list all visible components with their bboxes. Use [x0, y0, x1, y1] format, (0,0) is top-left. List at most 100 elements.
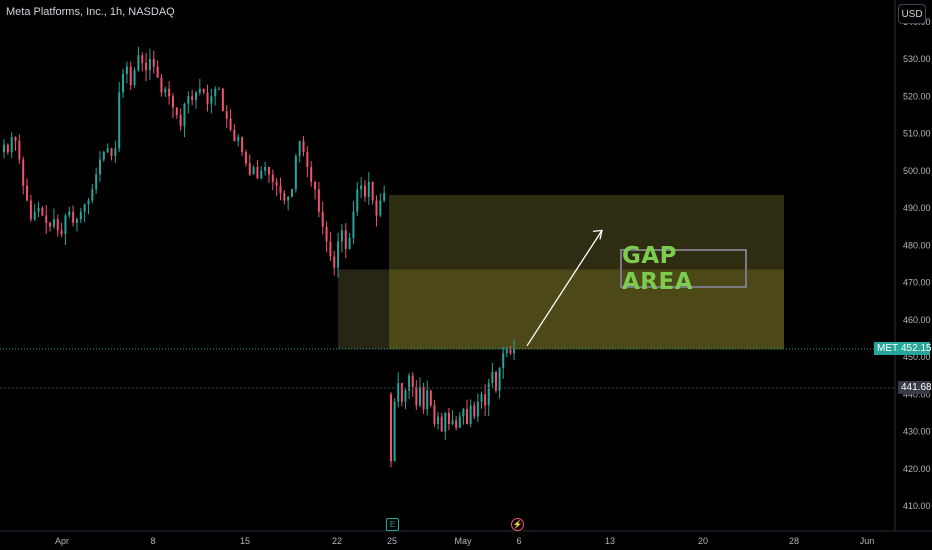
currency-button[interactable]: USD — [898, 4, 926, 24]
candle-body — [72, 211, 75, 223]
candle-body — [363, 185, 366, 197]
candle-body — [422, 386, 425, 410]
candle-body — [221, 88, 224, 112]
candle-body — [233, 129, 236, 141]
candle-body — [171, 96, 174, 108]
candle-body — [68, 211, 71, 216]
candle-body — [141, 55, 144, 63]
gap-zone-lower — [389, 269, 784, 350]
candle-body — [505, 349, 508, 354]
candle-body — [102, 152, 105, 160]
candle-body — [52, 219, 55, 227]
candle-body — [283, 193, 286, 201]
candle-body — [198, 88, 201, 93]
candle-body — [415, 386, 418, 406]
price-tick-label: 510.00 — [903, 129, 931, 139]
candle-body — [440, 416, 443, 432]
earnings-icon[interactable]: E — [386, 518, 399, 531]
candle-body — [340, 230, 343, 242]
price-axis: 410.00 420.00 430.00 440.00 450.00 460.00 470.… — [894, 0, 931, 531]
candle-body — [202, 88, 205, 93]
candle-body — [294, 155, 297, 190]
price-tick-label: 490.00 — [903, 203, 931, 213]
candle-body — [214, 88, 217, 97]
candle-body — [513, 349, 516, 354]
candle-body — [133, 70, 136, 86]
time-tick-label: Apr — [55, 536, 69, 546]
candle-body — [404, 390, 407, 402]
candle-body — [451, 420, 454, 425]
candle-body — [418, 386, 421, 406]
price-tick-label: 470.00 — [903, 278, 931, 288]
candle-body — [433, 405, 436, 425]
candle-body — [317, 189, 320, 212]
candle-body — [125, 66, 128, 74]
candle-body — [26, 185, 29, 201]
candle-body — [306, 152, 309, 168]
candle-body — [114, 148, 117, 156]
price-tick-label: 530.00 — [903, 54, 931, 64]
candle-body — [509, 349, 512, 354]
candle-body — [60, 230, 63, 235]
candle-body — [75, 219, 78, 223]
chart-title: Meta Platforms, Inc., 1h, NASDAQ — [6, 6, 175, 18]
time-axis: Apr 8 15 22 25 May 6 13 20 28 Jun — [0, 530, 932, 546]
time-tick-label: 22 — [332, 536, 342, 546]
candle-body — [49, 222, 52, 227]
candle-body — [145, 62, 148, 71]
time-tick-label: 13 — [605, 536, 615, 546]
candle-body — [122, 73, 125, 93]
gap-zone-upper — [389, 194, 784, 270]
candle-body — [64, 215, 67, 235]
time-tick-label: 20 — [698, 536, 708, 546]
candle-body — [371, 181, 374, 201]
candle-body — [160, 77, 163, 93]
candle-body — [179, 114, 182, 127]
candle-body — [302, 140, 305, 153]
candle-body — [237, 137, 240, 141]
candle-body — [390, 394, 392, 462]
time-tick-label: 8 — [150, 536, 155, 546]
candle-body — [210, 96, 213, 104]
candle-body — [95, 174, 98, 190]
candle-body — [352, 211, 355, 238]
candle-body — [494, 371, 497, 391]
candle-body — [466, 409, 469, 425]
candle-body — [256, 167, 259, 179]
candle-body — [298, 140, 301, 156]
candle-body — [314, 181, 317, 190]
candle-body — [29, 200, 32, 220]
candle-body — [118, 92, 121, 149]
candle-body — [462, 409, 465, 417]
candle-body — [447, 412, 450, 425]
candle-body — [106, 148, 109, 153]
candle-body — [397, 383, 400, 402]
price-tick-label: 450.00 — [903, 352, 931, 362]
candle-body — [195, 92, 197, 100]
candle-body — [225, 111, 228, 119]
gap-area-label[interactable]: GAP AREA — [620, 243, 747, 295]
candle-body — [264, 167, 267, 171]
candle-body — [498, 368, 501, 391]
candle-body — [480, 394, 483, 402]
candle-body — [360, 185, 363, 190]
dividend-icon[interactable]: ⚡ — [511, 518, 524, 531]
candle-body — [484, 394, 487, 406]
candle-body — [244, 152, 247, 164]
candle-body — [137, 55, 140, 71]
candle-body — [191, 96, 194, 100]
candle-body — [91, 189, 94, 201]
candle-body — [37, 208, 40, 212]
candle-body — [18, 140, 21, 160]
price-tick-label: 500.00 — [903, 166, 931, 176]
candle-body — [321, 211, 324, 227]
candlestick-series — [3, 46, 516, 468]
trend-arrow — [526, 229, 603, 347]
time-tick-label: 28 — [789, 536, 799, 546]
candle-body — [248, 163, 251, 175]
candle-body — [348, 237, 351, 249]
time-tick-label: Jun — [860, 536, 875, 546]
time-tick-label: May — [454, 536, 472, 546]
overlay-lines — [0, 229, 894, 389]
